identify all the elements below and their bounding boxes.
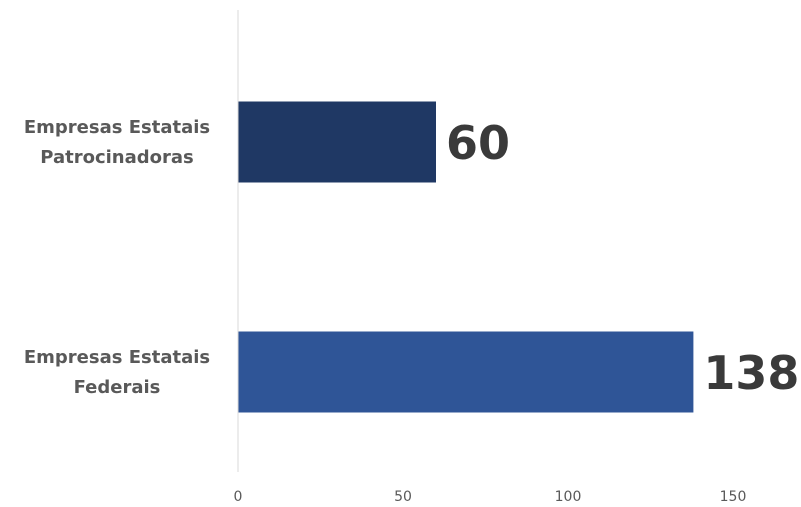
- data-label-0: 60: [446, 116, 510, 170]
- data-label-1: 138: [703, 346, 799, 400]
- category-labels: Empresas Estatais Patrocinadoras Empresas …: [24, 117, 210, 398]
- bar-0: [238, 101, 436, 183]
- data-labels: 60 138: [446, 116, 799, 400]
- bars: [238, 101, 694, 413]
- bar-1: [238, 331, 694, 413]
- x-tick-label-1: 50: [394, 489, 412, 505]
- category-label-1: Empresas Estatais Federais: [24, 347, 210, 398]
- category-label-0: Empresas Estatais Patrocinadoras: [24, 117, 210, 168]
- x-tick-label-0: 0: [234, 489, 243, 505]
- x-tick-label-2: 100: [555, 489, 582, 505]
- x-tick-label-3: 150: [720, 489, 747, 505]
- x-axis-tick-labels: 0 50 100 150: [234, 489, 747, 505]
